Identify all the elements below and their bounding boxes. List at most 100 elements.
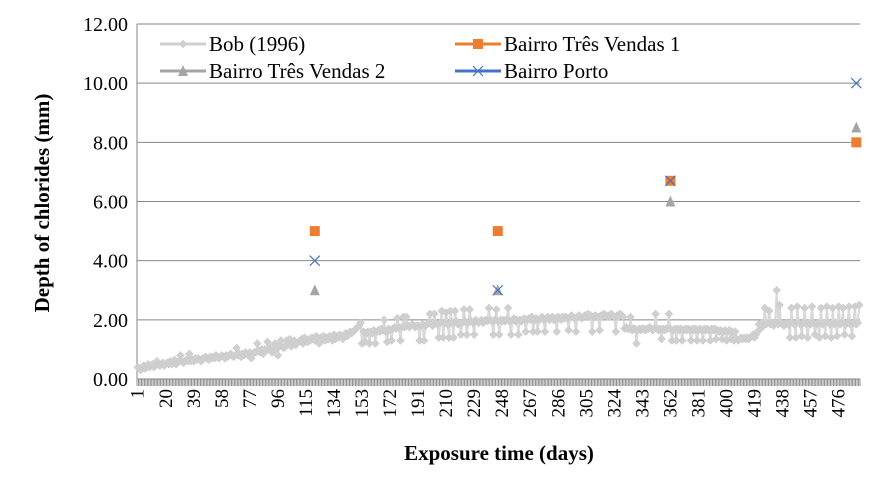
diamond-marker [419,336,429,345]
diamond-marker [387,336,396,345]
x-tick-label: 476 [829,389,850,418]
legend-item: Bairro Três Vendas 2 [160,59,385,83]
x-marker [664,175,676,187]
diamond-marker [632,339,641,348]
diamond-marker [401,312,411,322]
diamond-marker [232,343,241,353]
diamond-marker [785,333,795,342]
x-marker [492,284,504,296]
triangle-marker [665,195,676,207]
diamond-marker [552,327,562,337]
diamond-marker [533,327,542,337]
diamond-marker [491,305,501,314]
legend: Bob (1996) Bairro Três Vendas 1 Bairro Trê… [160,32,680,83]
diamond-marker [514,330,523,339]
x-marker [309,255,321,267]
x-tick-label: 324 [604,389,625,418]
diamond-marker [853,318,863,328]
x-tick-label: 457 [801,389,822,418]
series-bob-1996- [133,285,864,375]
triangle-marker [178,65,188,76]
diamond-marker [521,327,531,337]
diamond-marker [730,327,740,337]
x-tick-label: 229 [464,389,485,418]
x-tick-label: 77 [240,389,261,408]
diamond-marker [787,303,796,313]
x-tick-label: 39 [184,389,205,408]
series-line [137,290,861,372]
legend-item: Bairro Porto [455,59,608,83]
diamond-marker [826,333,836,342]
diamond-marker [273,350,283,360]
diamond-marker [494,330,504,339]
diamond-marker [438,333,448,342]
axes: 0.00 2.00 4.00 6.00 8.00 10.00 12.00 1 20 39 58 77 9… [83,14,861,418]
series-bairro-porto [309,77,862,296]
legend-label: Bairro Três Vendas 1 [504,32,680,56]
diamond-marker [803,333,812,342]
diamond-marker [618,312,628,322]
series-bairro-tr-s-vendas-1 [309,137,862,237]
diamond-marker [396,336,405,345]
diamond-marker [677,336,687,345]
x-tick-label: 1 [128,389,149,399]
legend-label: Bob (1996) [209,32,305,56]
diamond-marker [185,349,194,359]
diamond-marker [587,327,597,337]
legend-item: Bairro Três Vendas 1 [455,32,680,56]
x-tick-label: 210 [436,389,457,418]
diamond-marker [465,305,475,314]
x-tick-label: 172 [380,389,401,418]
diamond-marker [176,350,185,360]
diamond-marker [831,318,841,328]
diamond-marker [370,339,380,348]
diamond-marker [178,39,188,49]
y-tick-label: 6.00 [93,192,128,214]
gridlines [137,23,860,321]
diamond-marker [252,339,262,348]
diamond-marker [791,333,801,342]
diamond-marker [393,314,402,323]
x-tick-label: 419 [745,389,766,418]
diamond-marker [698,336,708,345]
diamond-marker [657,334,666,344]
diamond-marker [772,285,781,295]
diamond-marker [686,336,696,345]
diamond-marker [540,327,550,337]
diamond-marker [456,330,466,339]
diamond-marker [834,302,843,311]
diamond-marker [356,318,365,328]
diamond-marker [459,305,469,314]
x-marker [472,65,484,77]
diamond-marker [462,330,472,339]
diamond-marker [671,336,681,345]
y-tick-label: 10.00 [83,73,128,95]
x-tick-label: 115 [296,389,317,417]
triangle-marker [851,121,862,133]
y-tick-label: 8.00 [93,132,128,154]
x-tick-label: 96 [268,389,289,408]
diamond-marker [664,309,674,319]
diamond-marker [760,303,770,313]
diamond-marker [692,336,702,345]
diamond-marker [813,318,823,328]
diamond-marker [449,333,458,342]
series-layer [133,77,864,375]
x-tick-label: 58 [212,389,233,408]
diamond-marker [469,330,479,339]
diamond-marker [263,337,272,347]
y-axis-title: Depth of chlorides (mm) [30,94,54,313]
diamond-marker [800,303,810,313]
diamond-marker [705,336,715,345]
legend-label: Bairro Três Vendas 2 [209,59,385,83]
y-tick-label: 2.00 [93,310,128,332]
x-tick-label: 134 [324,389,345,418]
x-tick-label: 267 [520,389,541,418]
square-marker [473,39,483,49]
diamond-marker [571,327,581,337]
diamond-marker [450,306,460,316]
diamond-marker [840,330,849,339]
x-tick-label: 153 [352,389,373,418]
diamond-marker [379,315,389,325]
